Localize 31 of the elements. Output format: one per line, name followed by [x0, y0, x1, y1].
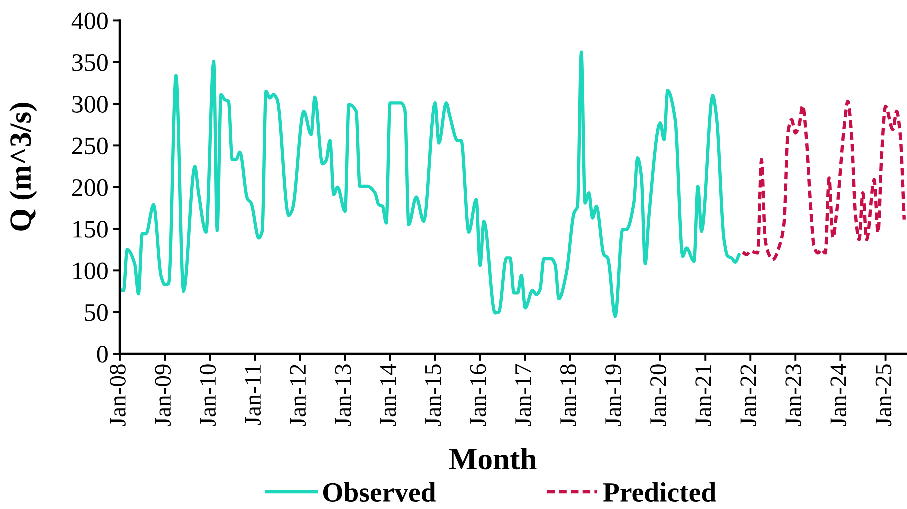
x-tick-label: Jan-19 — [606, 364, 622, 426]
x-tick-label: Jan-10 — [200, 364, 216, 426]
x-tick-label: Jan-12 — [290, 365, 306, 426]
x-tick-label: Jan-24 — [830, 364, 847, 426]
x-tick-label: Jan-08 — [110, 364, 126, 426]
y-tick-label: 300 — [72, 96, 108, 113]
x-tick-label: Jan-17 — [516, 364, 532, 426]
y-tick-label: 350 — [72, 54, 108, 72]
x-tick-label: Jan-25 — [876, 364, 892, 426]
x-tick-label: Jan-09 — [155, 364, 172, 426]
y-tick-label: 150 — [74, 221, 108, 238]
y-tick-label: 50 — [85, 304, 108, 322]
x-tick-label: Jan-20 — [650, 364, 666, 426]
y-tick-label: 0 — [97, 346, 108, 363]
legend-label: Predicted — [603, 482, 716, 502]
x-tick-label: Jan-11 — [245, 365, 262, 426]
x-tick-label: Jan-15 — [425, 364, 442, 426]
y-tick-label: 250 — [72, 138, 108, 155]
x-tick-label: Jan-18 — [560, 364, 576, 426]
x-tick-label: Jan-21 — [696, 365, 712, 426]
y-tick-label: 100 — [74, 262, 108, 280]
x-tick-label: Jan-23 — [786, 364, 802, 426]
x-axis-title: Month — [449, 448, 537, 470]
x-tick-label: Jan-22 — [740, 365, 757, 426]
y-tick-label: 200 — [72, 179, 108, 196]
y-axis-title: Q (m^3/s) — [10, 103, 38, 231]
x-tick-label: Jan-16 — [470, 364, 486, 426]
y-tick-label: 400 — [72, 12, 108, 30]
x-tick-label: Jan-13 — [335, 364, 352, 426]
x-tick-label: Jan-14 — [380, 364, 396, 426]
legend-label: Observed — [323, 482, 436, 502]
